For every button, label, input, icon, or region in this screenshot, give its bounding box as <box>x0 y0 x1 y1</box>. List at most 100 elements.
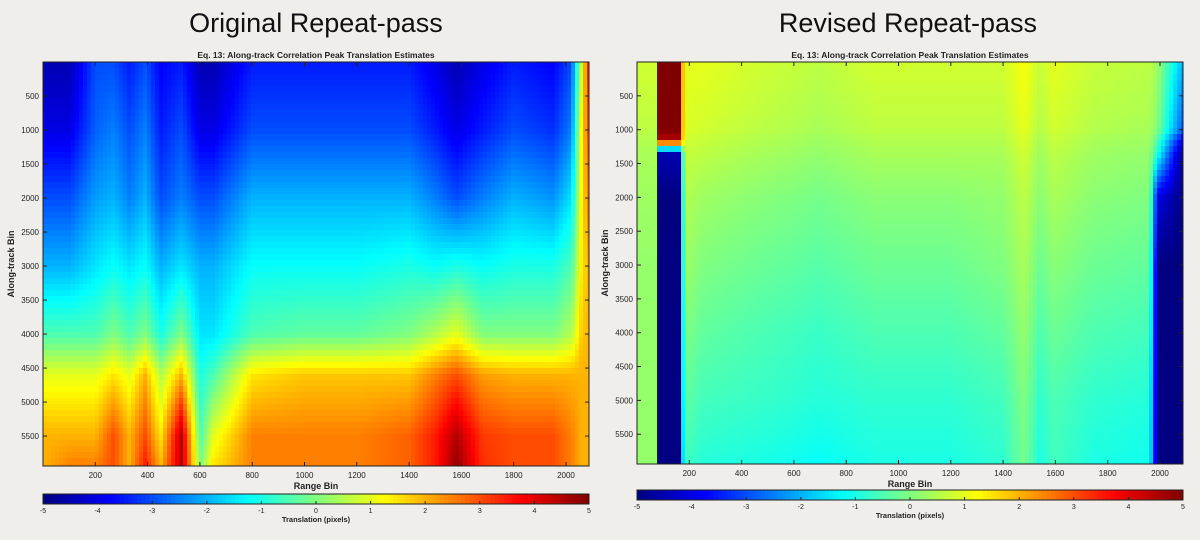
heatmap-cell <box>231 80 236 87</box>
heatmap-cell <box>247 200 252 207</box>
heatmap-cell <box>311 230 316 237</box>
heatmap-cell <box>215 422 220 429</box>
heatmap-cell <box>203 62 208 69</box>
heatmap-cell <box>95 464 100 467</box>
heatmap-cell <box>119 308 124 315</box>
heatmap-cell <box>143 326 148 333</box>
heatmap-cell <box>127 140 132 147</box>
heatmap-cell <box>247 446 252 453</box>
heatmap-cell <box>99 434 104 441</box>
heatmap-cell <box>115 110 120 117</box>
heatmap-cell <box>87 458 92 465</box>
heatmap-cell <box>271 368 276 375</box>
heatmap-cell <box>299 152 304 159</box>
heatmap-cell <box>107 200 112 207</box>
heatmap-cell <box>99 242 104 249</box>
heatmap-cell <box>103 224 108 231</box>
heatmap-cell <box>259 182 264 189</box>
heatmap-cell <box>327 140 332 147</box>
heatmap-cell <box>215 452 220 459</box>
heatmap-cell <box>315 380 320 387</box>
heatmap-cell <box>267 68 272 75</box>
heatmap-cell <box>327 254 332 261</box>
heatmap-cell <box>259 374 264 381</box>
heatmap-cell <box>271 80 276 87</box>
heatmap-cell <box>183 104 188 111</box>
heatmap-cell <box>111 392 116 399</box>
heatmap-cell <box>227 332 232 339</box>
heatmap-cell <box>199 218 204 225</box>
heatmap-cell <box>259 176 264 183</box>
heatmap-cell <box>303 224 308 231</box>
heatmap-cell <box>235 458 240 465</box>
heatmap-cell <box>239 302 244 309</box>
heatmap-cell <box>59 62 64 69</box>
heatmap-cell <box>83 446 88 453</box>
heatmap-cell <box>271 116 276 123</box>
heatmap-cell <box>95 332 100 339</box>
heatmap-cell <box>71 182 76 189</box>
heatmap-cell <box>295 140 300 147</box>
heatmap-cell <box>243 104 248 111</box>
heatmap-cell <box>259 308 264 315</box>
heatmap-cell <box>211 374 216 381</box>
heatmap-cell <box>79 386 84 393</box>
heatmap-cell <box>227 458 232 465</box>
heatmap-cell <box>171 152 176 159</box>
heatmap-cell <box>271 350 276 357</box>
heatmap-cell <box>51 464 56 467</box>
heatmap-cell <box>275 416 280 423</box>
heatmap-cell <box>163 152 168 159</box>
heatmap-cell <box>51 452 56 459</box>
heatmap-cell <box>87 128 92 135</box>
heatmap-cell <box>203 266 208 273</box>
heatmap-cell <box>135 86 140 93</box>
heatmap-cell <box>51 284 56 291</box>
heatmap-cell <box>259 248 264 255</box>
heatmap-cell <box>271 230 276 237</box>
heatmap-cell <box>119 224 124 231</box>
heatmap-cell <box>175 104 180 111</box>
heatmap-cell <box>243 452 248 459</box>
heatmap-cell <box>283 284 288 291</box>
heatmap-cell <box>335 152 340 159</box>
heatmap-cell <box>187 104 192 111</box>
heatmap-cell <box>119 416 124 423</box>
heatmap-cell <box>227 266 232 273</box>
heatmap-cell <box>119 146 124 153</box>
heatmap-cell <box>67 254 72 261</box>
heatmap-cell <box>103 254 108 261</box>
heatmap-cell <box>315 392 320 399</box>
heatmap-cell <box>303 386 308 393</box>
heatmap-cell <box>311 254 316 261</box>
heatmap-cell <box>143 170 148 177</box>
heatmap-cell <box>191 326 196 333</box>
heatmap-cell <box>75 368 80 375</box>
heatmap-cell <box>131 110 136 117</box>
heatmap-cell <box>43 110 48 117</box>
heatmap-cell <box>159 158 164 165</box>
heatmap-cell <box>287 254 292 261</box>
heatmap-cell <box>179 254 184 261</box>
heatmap-cell <box>283 116 288 123</box>
heatmap-cell <box>203 326 208 333</box>
heatmap-cell <box>243 68 248 75</box>
heatmap-cell <box>127 290 132 297</box>
heatmap-cell <box>55 134 60 141</box>
heatmap-cell <box>247 158 252 165</box>
heatmap-cell <box>307 362 312 369</box>
heatmap-cell <box>227 350 232 357</box>
heatmap-cell <box>175 110 180 117</box>
heatmap-cell <box>251 98 256 105</box>
heatmap-cell <box>331 182 336 189</box>
heatmap-cell <box>167 188 172 195</box>
heatmap-cell <box>187 176 192 183</box>
heatmap-cell <box>267 74 272 81</box>
heatmap-cell <box>331 98 336 105</box>
heatmap-cell <box>251 224 256 231</box>
heatmap-cell <box>119 404 124 411</box>
heatmap-cell <box>107 110 112 117</box>
heatmap-cell <box>143 164 148 171</box>
heatmap-cell <box>131 266 136 273</box>
heatmap-cell <box>139 230 144 237</box>
